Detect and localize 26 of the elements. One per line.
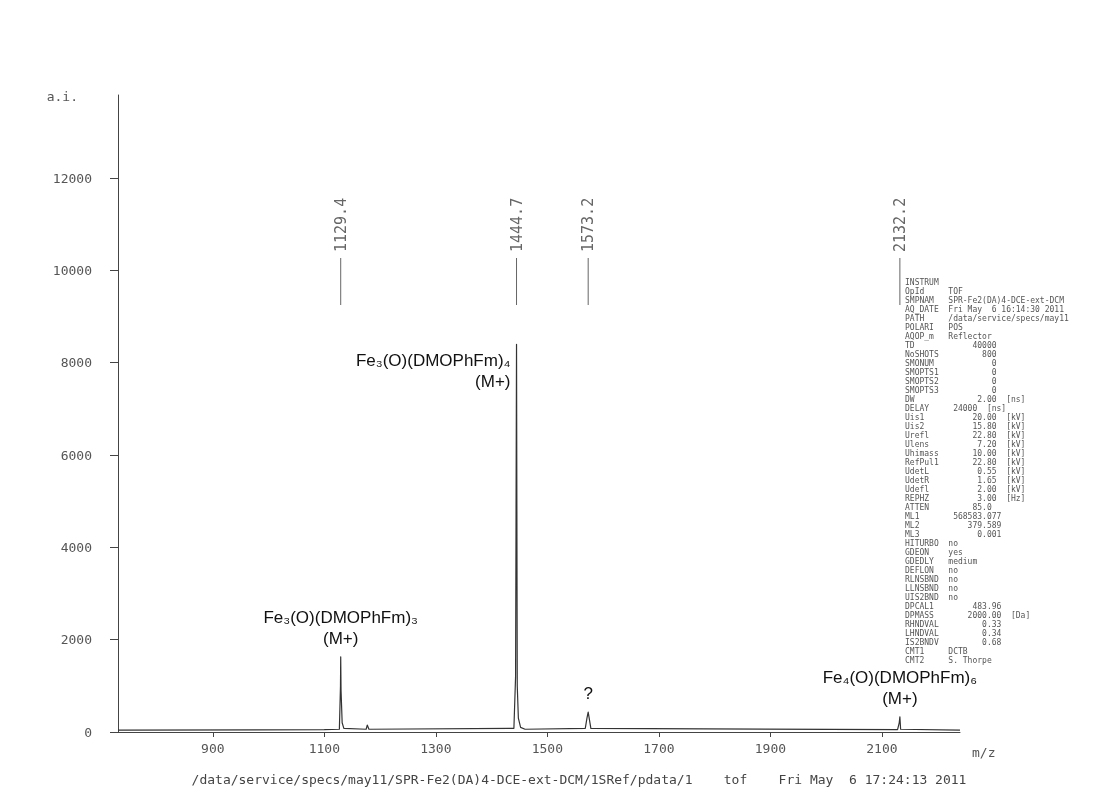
y-tick-label: 2000 (60, 632, 92, 648)
x-tick-label: 1300 (420, 741, 452, 756)
y-tick-label: 10000 (52, 262, 92, 278)
y-tick-label: 12000 (52, 170, 92, 186)
annotation: Fe₄(O)(DMOPhFm)₆ (M+) (822, 667, 978, 708)
x-tick-label: 1700 (643, 741, 675, 756)
text: INSTRUM OpId TOF SMPNAM SPR-Fe2(DA)4-DCE-ext-DCM AQ_DATE Fri May 6 16:14:30 2011 PATH /data/service/specs/may11 POLARI POS AQOP_m Reflector TD 40000 NoSHOTS 800 SMONUM 0 SMOPTS1 0 SMOPTS2 0 SMOPTS3 0 DW 2.00 [ns] DELAY 24000 [ns] Uis1 20.00 [kV] Uis2 15.80 [kV] Urefl 22.80 [kV] Ulens 7.20 [kV] Uhimass 10.00 [kV] RefPul1 22.80 [kV] UdetL 0.55 [kV] UdetR 1.65 [kV] Udefl 2.00 [kV] REPHZ 3.00 [Hz] ATTEN 85.0 ML1 568583.077 ML2 379.589 ML3 0.001 HITURBO no GDEON yes GDEDLY medium DEFLON no RLNSBND no LLNSBND no UIS2BND no DPCAL1 483.96 DPMASS 2000.00 [Da] RHNDVAL 0.33 LHNDVAL 0.34 IS2BNDV 0.68 CMT1 DCTB CMT2 S. Thorpe (905, 278, 1069, 665)
x-tick-label: 1100 (308, 741, 340, 756)
y-tick-label: 8000 (60, 355, 92, 371)
y-tick-label: 4000 (60, 539, 92, 555)
x-axis-title: m/z (972, 745, 996, 760)
text: /data/service/specs/may11/SPR-Fe2(DA)4-DCE-ext-DCM/1SRef/pdata/1 tof Fri May 6 17:24:13 2011 (191, 771, 967, 787)
annotation: 2132.2 (890, 197, 909, 252)
x-tick-label: 900 (201, 741, 225, 756)
annotation: Fe₃(O)(DMOPhFm)₄ (M+) (355, 351, 511, 392)
y-axis-title: a.i. (46, 89, 78, 104)
y-tick-label: 6000 (60, 447, 92, 463)
annotation: ? (583, 684, 593, 704)
x-tick-label: 2100 (866, 741, 898, 756)
x-tick-label: 1900 (754, 741, 787, 756)
annotation: 1444.7 (507, 197, 526, 252)
annotation: 1573.2 (579, 197, 598, 252)
annotation: Fe₃(O)(DMOPhFm)₃ (M+) (263, 607, 418, 648)
annotation: 1129.4 (331, 197, 350, 252)
x-tick-label: 1500 (531, 741, 564, 756)
y-tick-label: 0 (84, 724, 92, 740)
